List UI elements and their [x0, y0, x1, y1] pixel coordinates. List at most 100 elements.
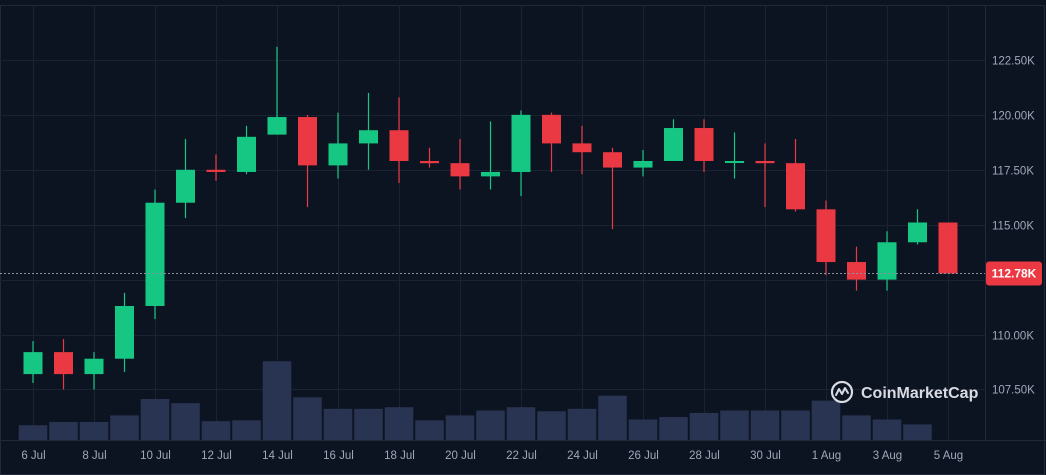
x-tick-label: 28 Jul [689, 450, 720, 462]
volume-bar [659, 417, 688, 440]
candle-body [359, 130, 378, 144]
coinmarketcap-logo-icon [830, 380, 854, 404]
x-tick-label: 5 Aug [934, 450, 963, 462]
current-price-label: 112.78K [992, 267, 1037, 281]
candle-body [877, 242, 897, 280]
candle [54, 338, 73, 390]
volume-bars [18, 361, 932, 440]
candle [481, 121, 500, 190]
candle-body [389, 130, 409, 161]
volume-bar [415, 420, 444, 440]
candle-body [542, 114, 561, 144]
candle-body [755, 160, 775, 164]
volume-bar [262, 361, 292, 440]
volume-bar [750, 410, 780, 440]
candle-body [237, 136, 256, 172]
x-tick-label: 14 Jul [262, 450, 293, 462]
candle-body [938, 222, 958, 274]
y-tick-label: 122.50K [992, 56, 1035, 68]
volume-bar [171, 403, 200, 440]
candle [115, 292, 134, 372]
volume-bar [79, 421, 109, 440]
volume-bar [232, 420, 261, 440]
volume-bar [476, 410, 505, 440]
candle [206, 154, 226, 181]
volume-bar [354, 408, 383, 440]
candle-body [511, 114, 531, 172]
x-tick-label: 20 Jul [445, 450, 476, 462]
candle [145, 189, 165, 320]
candle [511, 110, 531, 197]
y-axis-tick-labels: 107.50K110.00K112.50K115.00K117.50K120.0… [992, 56, 1035, 397]
candle [359, 92, 378, 170]
candle-body [206, 169, 226, 172]
candle-body [328, 143, 348, 166]
watermark: CoinMarketCap [830, 380, 979, 404]
candle [389, 97, 409, 183]
candle [603, 147, 622, 230]
volume-bar [903, 424, 932, 440]
candle [237, 125, 256, 175]
candle [786, 139, 805, 212]
candle-body [664, 128, 683, 161]
candle [84, 352, 104, 390]
current-price-badge-bg [986, 261, 1042, 286]
volume-bar [720, 410, 749, 440]
candle-body [847, 262, 866, 280]
candle [176, 139, 195, 219]
volume-bar [18, 425, 48, 440]
candle-body [115, 305, 134, 359]
candle-body [481, 171, 500, 177]
candle [572, 125, 592, 175]
candle-body [725, 160, 744, 163]
candle-body [84, 358, 104, 375]
x-tick-label: 18 Jul [384, 450, 415, 462]
y-tick-label: 107.50K [992, 385, 1035, 397]
x-tick-label: 6 Jul [21, 450, 45, 462]
candle [542, 112, 561, 172]
candle [633, 150, 653, 177]
x-tick-label: 16 Jul [323, 450, 354, 462]
candle-body [694, 128, 714, 161]
volume-bar [110, 415, 139, 440]
candle [725, 132, 744, 179]
volume-bar [689, 412, 719, 440]
candle [908, 209, 927, 245]
x-tick-label: 22 Jul [506, 450, 537, 462]
y-tick-label: 115.00K [992, 221, 1034, 233]
candle [420, 147, 439, 168]
candle [298, 114, 317, 208]
candle [847, 246, 866, 291]
volume-bar [445, 415, 475, 440]
x-tick-label: 12 Jul [201, 450, 232, 462]
candle [664, 119, 683, 161]
y-tick-label: 120.00K [992, 111, 1035, 123]
volume-bar [811, 400, 841, 440]
y-tick-label: 110.00K [992, 331, 1034, 343]
volume-bar [781, 410, 810, 440]
candle-body [633, 160, 653, 168]
volume-bar [628, 419, 658, 440]
x-tick-label: 10 Jul [140, 450, 171, 462]
candle [450, 139, 470, 190]
candle-body [23, 352, 43, 375]
candle-body [450, 163, 470, 177]
volume-bar [537, 411, 566, 440]
volume-bar [323, 408, 353, 440]
x-tick-label: 26 Jul [628, 450, 659, 462]
candle-body [786, 163, 805, 210]
candle-body [908, 222, 927, 243]
x-tick-label: 3 Aug [873, 450, 902, 462]
volume-bar [293, 397, 322, 440]
volume-bar [49, 421, 78, 440]
candles [23, 46, 958, 390]
volume-bar [567, 408, 597, 440]
x-axis-tick-labels: 6 Jul 8 Jul 10 Jul 12 Jul 14 Jul 16 Jul 18 Jul… [21, 450, 963, 462]
candle [938, 222, 958, 274]
candle-body [267, 117, 287, 135]
x-tick-label: 30 Jul [750, 450, 781, 462]
candle-body [145, 202, 165, 306]
